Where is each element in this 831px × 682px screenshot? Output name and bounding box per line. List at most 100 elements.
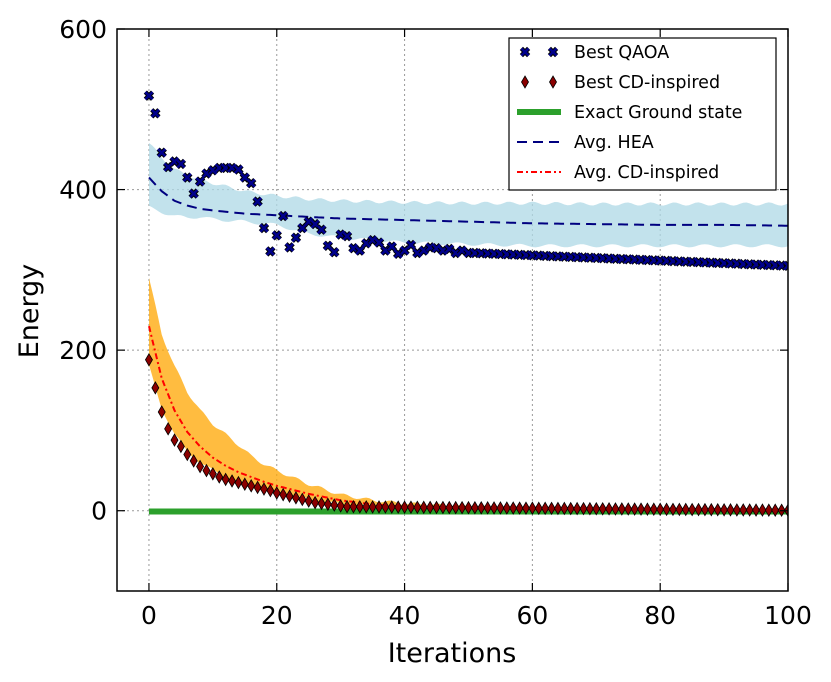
x-tick-label: 60	[516, 601, 548, 630]
qaoa-point	[182, 172, 193, 183]
cd-inspired-point	[745, 503, 754, 517]
cd-inspired-point	[675, 502, 684, 517]
cd-inspired-point	[611, 502, 620, 516]
cd-inspired-point	[522, 501, 530, 515]
cd-inspired-point	[464, 500, 473, 515]
cd-inspired-point	[732, 503, 741, 517]
cd-inspired-point	[681, 502, 690, 517]
cd-inspired-point	[515, 501, 524, 515]
legend-item: Avg. CD-inspired	[517, 163, 719, 183]
cd-inspired-point	[291, 491, 300, 505]
cd-inspired-point	[419, 500, 428, 515]
cd-inspired-point	[637, 502, 645, 516]
y-tick-label: 600	[59, 15, 107, 44]
cd-inspired-point	[534, 501, 543, 516]
cd-inspired-point	[387, 500, 396, 514]
cd-inspired-point	[381, 500, 390, 514]
x-tick-label: 80	[644, 601, 676, 630]
qaoa-point	[405, 239, 417, 251]
cd-inspired-point	[164, 422, 173, 436]
cd-inspired-point	[617, 502, 626, 516]
cd-inspired-point	[483, 501, 492, 515]
axes-frame	[116, 28, 789, 592]
axis-ticks	[117, 28, 789, 591]
cd-inspired-point	[694, 502, 703, 517]
legend-item: Exact Ground state	[517, 103, 742, 123]
legend-marker	[547, 46, 559, 58]
cd-inspired-point	[362, 500, 371, 514]
legend-label: Avg. CD-inspired	[574, 163, 719, 183]
cd-inspired-point	[720, 502, 729, 517]
qaoa-point	[399, 245, 410, 256]
cd-inspired-point	[573, 501, 582, 516]
qaoa-point	[150, 108, 161, 119]
cd-inspired-point	[700, 502, 709, 517]
cd-inspired-point	[157, 405, 166, 419]
cd-inspired-point	[240, 477, 249, 492]
cd-inspired-point	[266, 483, 275, 498]
legend-item: Best QAOA	[519, 43, 669, 63]
cd-inspired-point	[189, 454, 198, 468]
cd-inspired-point	[355, 500, 364, 514]
qaoa-point	[188, 188, 199, 199]
cd-inspired-point	[304, 494, 313, 508]
cd-inspired-point	[176, 439, 185, 454]
qaoa-point	[175, 158, 187, 170]
series-markers	[143, 90, 788, 518]
cd-inspired-point	[368, 500, 377, 514]
cd-inspired-point	[541, 501, 550, 516]
qaoa-point	[277, 210, 289, 222]
cd-inspired-point	[458, 500, 467, 515]
qaoa-point	[156, 147, 167, 158]
cd-inspired-point	[183, 447, 192, 462]
x-tick-label: 40	[389, 601, 421, 630]
cd-inspired-point	[528, 501, 537, 516]
cd-inspired-point	[151, 381, 160, 395]
y-tick-label: 200	[59, 336, 107, 365]
cd-inspired-point	[688, 502, 697, 517]
cd-inspired-point	[643, 502, 652, 516]
cd-inspired-point	[196, 459, 205, 474]
cd-inspired-point	[771, 503, 780, 518]
qaoa-point	[335, 229, 346, 240]
cd-inspired-point	[247, 479, 256, 493]
cd-inspired-point	[649, 502, 658, 517]
legend-label: Best QAOA	[574, 43, 669, 63]
cd-inspired-point	[764, 503, 773, 517]
qaoa-point	[456, 245, 468, 256]
legend-item: Best CD-inspired	[521, 73, 720, 93]
cd-inspired-point	[215, 470, 224, 484]
cd-inspired-point	[713, 502, 722, 517]
y-tick-labels: 0 200 400 600	[59, 15, 107, 526]
qaoa-point	[412, 247, 423, 259]
qaoa-point	[450, 247, 461, 259]
cd-inspired-point	[253, 480, 262, 495]
qaoa-point	[265, 246, 276, 257]
cd-inspired-point	[221, 472, 230, 487]
legend-marker	[521, 75, 529, 89]
qaoa-point	[354, 245, 366, 256]
cd-inspired-point	[432, 500, 441, 515]
cd-inspired-point	[669, 502, 677, 517]
cd-inspired-point	[375, 500, 383, 514]
cd-inspired-point	[656, 502, 665, 517]
cd-inspired-point	[662, 502, 671, 517]
cd-inspired-point	[336, 499, 345, 513]
qaoa-point	[194, 176, 206, 187]
y-tick-label: 0	[91, 497, 107, 526]
cd-inspired-point	[758, 503, 767, 517]
legend-item: Avg. HEA	[517, 133, 654, 153]
cd-inspired-point	[400, 500, 409, 514]
qaoa-point	[386, 241, 397, 252]
cd-inspired-point	[566, 501, 575, 516]
cd-inspired-point	[272, 486, 281, 500]
x-axis-title: Iterations	[388, 638, 517, 669]
qaoa-point	[252, 196, 263, 207]
cd-inspired-point	[317, 496, 326, 511]
cd-inspired-point	[509, 501, 518, 515]
cd-inspired-point	[285, 489, 294, 504]
qaoa-point	[233, 164, 244, 175]
qaoa-point	[290, 232, 302, 243]
cd-inspired-point	[406, 500, 415, 515]
avg-hea-line	[148, 176, 788, 227]
